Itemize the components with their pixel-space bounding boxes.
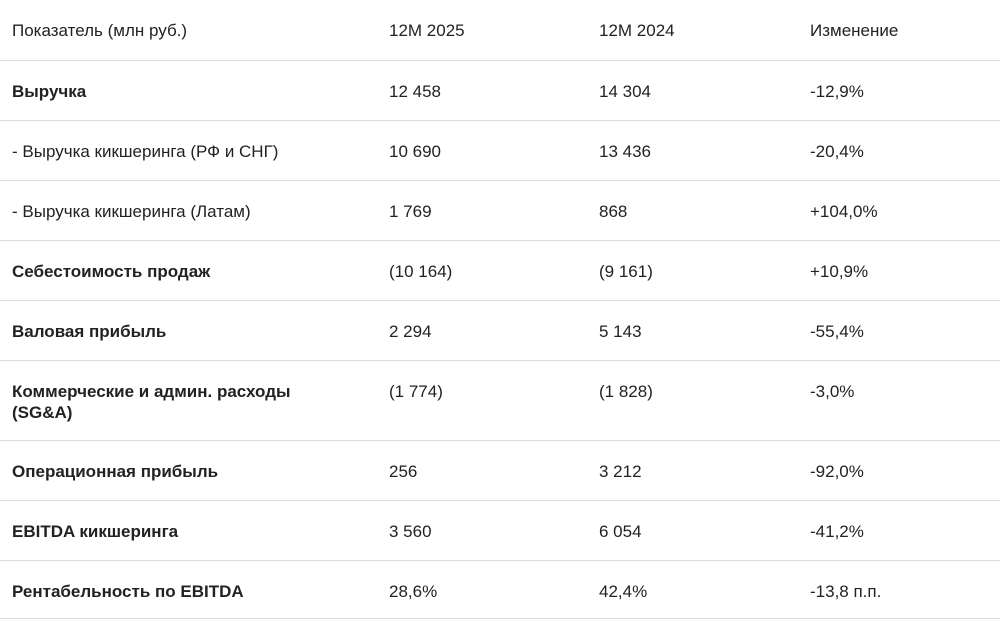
row-label: - Выручка кикшеринга (Латам) xyxy=(12,202,251,221)
row-value-2025: (10 164) xyxy=(389,262,453,281)
row-label: Себестоимость продаж xyxy=(12,262,211,281)
row-label: Валовая прибыль xyxy=(12,322,167,341)
row-value-2025: 3 560 xyxy=(389,522,432,541)
row-change: -92,0% xyxy=(810,462,864,481)
row-change: -3,0% xyxy=(810,382,855,401)
row-label: Коммерческие и админ. расходы (SG&A) xyxy=(12,382,291,422)
header-12m-2024: 12М 2024 xyxy=(599,21,675,40)
table-row: EBITDA кикшеринга 3 560 6 054 -41,2% xyxy=(0,501,1000,561)
row-value-2024: 5 143 xyxy=(599,322,642,341)
table-row: Валовая прибыль 2 294 5 143 -55,4% xyxy=(0,301,1000,361)
row-change: -41,2% xyxy=(810,522,864,541)
row-change: +104,0% xyxy=(810,202,878,221)
row-change: +10,9% xyxy=(810,262,869,281)
row-value-2024: 13 436 xyxy=(599,142,651,161)
row-change: -12,9% xyxy=(810,82,864,101)
table-header-row: Показатель (млн руб.) 12М 2025 12М 2024 … xyxy=(0,0,1000,61)
row-change: -20,4% xyxy=(810,142,864,161)
row-value-2025: 256 xyxy=(389,462,418,481)
row-value-2025: (1 774) xyxy=(389,382,443,401)
row-value-2024: 868 xyxy=(599,202,628,221)
header-change: Изменение xyxy=(810,21,899,40)
row-label: Операционная прибыль xyxy=(12,462,219,481)
row-value-2024: (9 161) xyxy=(599,262,653,281)
row-value-2025: 1 769 xyxy=(389,202,432,221)
row-label: Рентабельность по EBITDA xyxy=(12,582,244,601)
row-value-2024: 14 304 xyxy=(599,82,651,101)
table-row: Операционная прибыль 256 3 212 -92,0% xyxy=(0,441,1000,501)
row-value-2025: 28,6% xyxy=(389,582,438,601)
row-label: EBITDA кикшеринга xyxy=(12,522,179,541)
header-indicator: Показатель (млн руб.) xyxy=(12,21,188,40)
table-row: Рентабельность по EBITDA 28,6% 42,4% -13… xyxy=(0,561,1000,619)
row-change: -13,8 п.п. xyxy=(810,582,882,601)
row-label: Выручка xyxy=(12,82,87,101)
row-change: -55,4% xyxy=(810,322,864,341)
row-label: - Выручка кикшеринга (РФ и СНГ) xyxy=(12,142,279,161)
row-value-2025: 12 458 xyxy=(389,82,441,101)
header-12m-2025: 12М 2025 xyxy=(389,21,465,40)
table-row: Коммерческие и админ. расходы (SG&A) (1 … xyxy=(0,361,1000,441)
row-value-2024: 42,4% xyxy=(599,582,648,601)
table-row: - Выручка кикшеринга (РФ и СНГ) 10 690 1… xyxy=(0,121,1000,181)
row-value-2024: 6 054 xyxy=(599,522,642,541)
row-value-2025: 10 690 xyxy=(389,142,441,161)
row-value-2025: 2 294 xyxy=(389,322,432,341)
table-row: - Выручка кикшеринга (Латам) 1 769 868 +… xyxy=(0,181,1000,241)
table-row: Выручка 12 458 14 304 -12,9% xyxy=(0,61,1000,121)
row-value-2024: (1 828) xyxy=(599,382,653,401)
table-row: Себестоимость продаж (10 164) (9 161) +1… xyxy=(0,241,1000,301)
row-value-2024: 3 212 xyxy=(599,462,642,481)
